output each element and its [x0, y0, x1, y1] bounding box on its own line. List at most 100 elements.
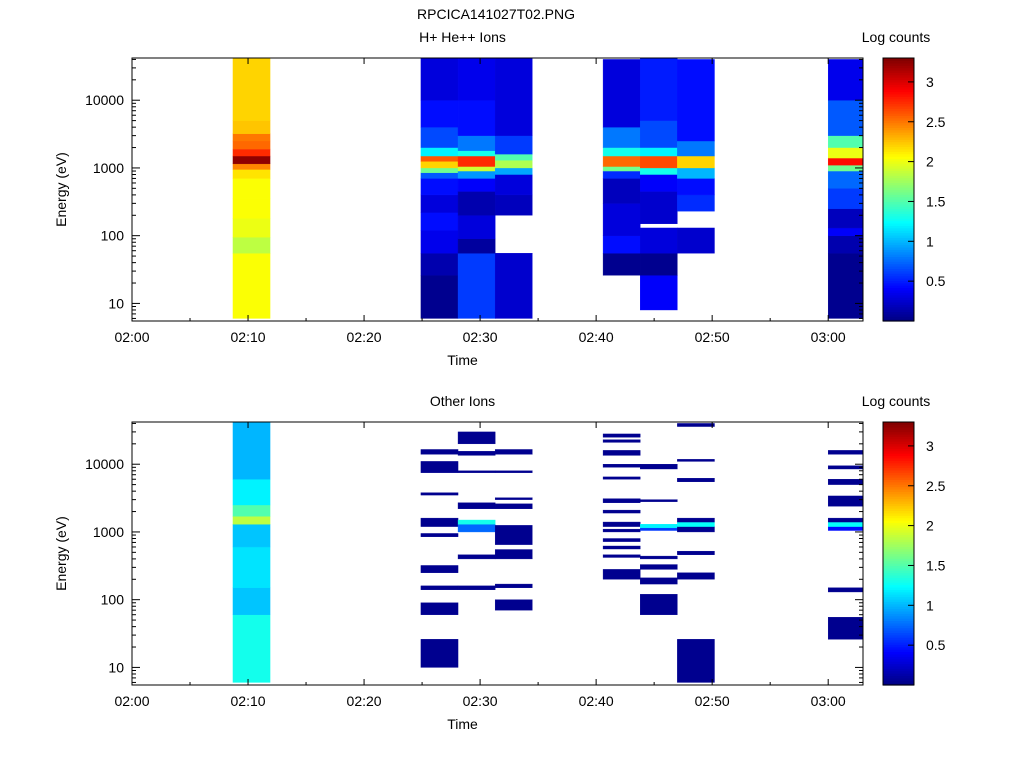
colorbar-strip — [883, 668, 914, 672]
colorbar-strip — [883, 539, 914, 543]
colorbar-strip — [883, 546, 914, 550]
colorbar-strip — [883, 72, 914, 76]
x-tick-label: 02:30 — [463, 329, 498, 345]
colorbar-strip — [883, 151, 914, 155]
colorbar-strip — [883, 234, 914, 238]
colorbar-strip — [883, 65, 914, 69]
colorbar-tick-label: 2 — [926, 154, 934, 170]
heatmap-cell — [232, 614, 271, 683]
y-tick-label: 10 — [108, 295, 124, 311]
colorbar-strip — [883, 311, 914, 315]
colorbar-strip — [883, 275, 914, 279]
colorbar-strip — [883, 551, 914, 555]
heatmap-cell — [420, 517, 459, 527]
heatmap-cell — [602, 178, 641, 204]
heatmap-cell — [640, 564, 678, 570]
colorbar-strip — [883, 91, 914, 95]
colorbar-strip — [883, 632, 914, 636]
colorbar-strip — [883, 524, 914, 528]
heatmap-cell — [420, 461, 459, 473]
heatmap-cell — [640, 155, 678, 169]
colorbar-strip — [883, 156, 914, 160]
colorbar-strip — [883, 258, 914, 262]
heatmap-cell — [457, 451, 496, 456]
heatmap-cell — [457, 585, 496, 590]
heatmap-cells — [232, 57, 864, 319]
colorbar-strip — [883, 496, 914, 500]
colorbar-strip — [883, 675, 914, 679]
heatmap-cell — [232, 587, 271, 615]
colorbar-strip — [883, 677, 914, 681]
heatmap-cell — [602, 203, 641, 236]
heatmap-cell — [232, 218, 271, 238]
colorbar-label: Log counts — [862, 393, 931, 409]
heatmap-cell — [232, 524, 271, 548]
colorbar-strip — [883, 498, 914, 502]
heatmap-cell — [494, 583, 533, 588]
heatmap-cell — [640, 275, 678, 311]
y-axis-label: Energy (eV) — [53, 152, 69, 227]
heatmap-cell — [420, 253, 459, 276]
x-tick-label: 02:40 — [579, 329, 614, 345]
colorbar-strip — [883, 500, 914, 504]
colorbar-strip — [883, 613, 914, 617]
plot-frame — [131, 57, 864, 322]
heatmap-cell — [640, 577, 678, 585]
x-axis-label: Time — [447, 716, 478, 732]
heatmap-cell — [494, 549, 533, 560]
colorbar-tick-label: 2.5 — [926, 478, 946, 494]
heatmap-cell — [640, 191, 678, 224]
colorbar-strip — [883, 251, 914, 255]
colorbar-strip — [883, 634, 914, 638]
colorbar-strip — [883, 515, 914, 519]
heatmap-cell — [602, 569, 641, 580]
colorbar-strip — [883, 665, 914, 669]
colorbar-strip — [883, 187, 914, 191]
colorbar-strip — [883, 108, 914, 112]
colorbar-strip — [883, 520, 914, 524]
heatmap-cell — [827, 157, 864, 166]
colorbar-strip — [883, 132, 914, 136]
colorbar-strip — [883, 565, 914, 569]
heatmap-panel-2: Other Ions 02:00 02:10 02:20 02:30 02:40 02:50… — [53, 393, 946, 732]
colorbar-strip — [883, 548, 914, 552]
colorbar-strip — [883, 115, 914, 119]
colorbar-tick-label: 1 — [926, 233, 934, 249]
colorbar-strip — [883, 96, 914, 100]
heatmap-cell — [640, 253, 678, 276]
heatmap-cell — [827, 235, 864, 254]
heatmap-cell — [640, 167, 678, 175]
colorbar-strip — [883, 222, 914, 226]
heatmap-cell — [457, 178, 496, 192]
x-tick-label: 02:10 — [231, 329, 266, 345]
colorbar-strip — [883, 206, 914, 210]
colorbar-strip — [883, 529, 914, 533]
colorbar-strip — [883, 436, 914, 440]
heatmap-cell — [457, 155, 496, 167]
colorbar-strip — [883, 263, 914, 267]
colorbar-strip — [883, 457, 914, 461]
colorbar-strip — [883, 299, 914, 303]
colorbar-strip — [883, 596, 914, 600]
heatmap-cell — [640, 227, 678, 254]
colorbar-strip — [883, 646, 914, 650]
heatmap-panel-1: H+ He++ Ions 02:00 02:10 02:20 02:30 02:40 02:… — [53, 29, 946, 368]
colorbar-strip — [883, 69, 914, 73]
heatmap-cell — [494, 194, 533, 216]
colorbar-strip — [883, 120, 914, 124]
heatmap-cell — [232, 133, 271, 142]
heatmap-cell — [602, 464, 641, 468]
colorbar-strip — [883, 84, 914, 88]
colorbar-strip — [883, 208, 914, 212]
y-axis-label: Energy (eV) — [53, 516, 69, 591]
heatmap-cell — [457, 100, 496, 136]
heatmap-cell — [420, 565, 459, 573]
colorbar-strip — [883, 536, 914, 540]
colorbar-strip — [883, 167, 914, 171]
heatmap-cell — [420, 212, 459, 231]
colorbar-strip — [883, 422, 914, 425]
x-axis-label: Time — [447, 352, 478, 368]
colorbar-strip — [883, 555, 914, 559]
colorbar-strip — [883, 105, 914, 109]
colorbar-frame — [882, 421, 915, 686]
